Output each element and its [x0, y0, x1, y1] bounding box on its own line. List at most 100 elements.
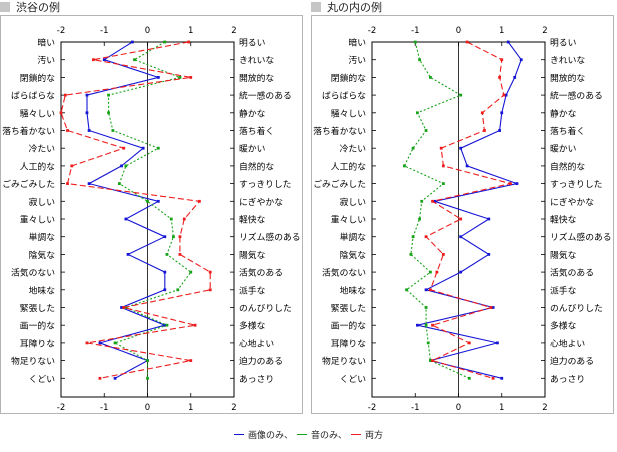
left-adjective-label: 耳障りな [331, 337, 366, 349]
point-sound [172, 235, 175, 239]
point-sound [117, 182, 121, 185]
point-image [87, 129, 91, 132]
point-image [120, 164, 123, 168]
right-adjective-label: 軽快な [550, 214, 577, 226]
right-adjective-label: のんびりした [550, 303, 603, 314]
point-sound [107, 93, 110, 97]
series-line-sound [108, 41, 192, 379]
point-both [189, 76, 193, 79]
x-tick-label: -2 [57, 26, 65, 36]
right-adjective-label: きれいな [239, 55, 274, 66]
left-adjective-label: 騒々しい [20, 108, 55, 119]
point-image [102, 58, 106, 62]
point-image [500, 111, 504, 115]
x-tick-label: -2 [368, 403, 376, 413]
point-sound [111, 129, 115, 132]
point-image [487, 217, 491, 221]
point-image [496, 341, 499, 345]
point-both [441, 164, 445, 168]
point-image [85, 93, 89, 97]
panel-title: 丸の内の例 [311, 0, 382, 15]
left-adjective-label: 閉鎖的な [20, 72, 55, 84]
right-adjective-label: 自然的な [239, 160, 274, 172]
point-both [122, 146, 126, 150]
point-both [187, 40, 190, 44]
x-tick-label: -2 [57, 403, 65, 413]
x-tick-label: -2 [368, 26, 376, 36]
point-both [431, 199, 434, 203]
point-both [66, 129, 69, 132]
panel-title-text: 丸の内の例 [327, 1, 382, 14]
right-adjective-label: 陽気な [239, 249, 266, 261]
point-both [85, 341, 89, 345]
right-adjective-label: 静かな [550, 107, 577, 119]
right-adjective-label: 迫力のある [239, 355, 283, 367]
left-adjective-label: 騒々しい [331, 108, 366, 119]
series-line-both [425, 41, 511, 379]
point-sound [416, 111, 419, 115]
panel-title-text: 渋谷の例 [16, 1, 60, 14]
point-both [502, 93, 506, 97]
left-adjective-label: 暗い [37, 37, 55, 49]
left-adjective-label: 地味な [340, 284, 367, 296]
legend-item-image: 画像のみ、 [233, 431, 293, 441]
legend-label-image: 画像のみ、 [247, 431, 293, 441]
left-adjective-label: 重々しい [331, 214, 366, 226]
point-both [59, 111, 63, 115]
point-both [178, 235, 182, 239]
legend-swatch-sound [296, 434, 307, 435]
point-image [130, 40, 134, 44]
x-tick-label: 2 [231, 403, 236, 413]
left-adjective-label: 陰気な [29, 249, 56, 261]
panel-title: 渋谷の例 [0, 0, 60, 15]
right-adjective-label: 派手な [239, 284, 266, 296]
point-image [459, 270, 463, 274]
point-image [433, 199, 437, 203]
panel-frame [0, 15, 303, 414]
left-adjective-label: 耳障りな [20, 337, 55, 349]
point-sound [405, 288, 408, 292]
point-sound [428, 270, 432, 274]
point-sound [165, 253, 169, 256]
left-adjective-label: 寂しい [340, 196, 367, 208]
right-adjective-label: にぎやかな [239, 196, 283, 208]
point-both [500, 58, 504, 62]
panel-shibuya: 渋谷の例 -2 -2 -1 -1 0 0 1 1 2 2 暗い 明るい 汚い きれいな 閉鎖的な 開放的な ばら… [0, 0, 303, 414]
point-both [66, 182, 69, 185]
point-sound [467, 376, 471, 380]
point-image [85, 111, 89, 115]
left-adjective-label: 緊張した [20, 303, 55, 314]
point-both [480, 111, 484, 115]
point-sound [426, 341, 430, 345]
point-sound [409, 253, 413, 256]
x-tick-label: 1 [188, 403, 193, 413]
series-line-both [60, 41, 211, 379]
point-sound [418, 58, 421, 62]
point-image [487, 253, 491, 256]
x-tick-label: 0 [145, 403, 150, 413]
point-image [513, 76, 517, 79]
right-adjective-label: 多様な [550, 320, 577, 332]
left-adjective-label: 物足りない [11, 355, 55, 367]
left-adjective-label: 閉鎖的な [331, 72, 366, 84]
left-adjective-label: くどい [29, 374, 56, 385]
point-both [178, 253, 182, 256]
x-tick-label: 1 [188, 26, 193, 36]
left-adjective-label: 寂しい [29, 196, 56, 208]
point-both [431, 323, 434, 327]
left-adjective-label: 緊張した [331, 303, 366, 314]
point-image [491, 306, 495, 309]
point-image [163, 235, 167, 239]
left-adjective-label: 単調な [29, 231, 56, 243]
x-tick-label: 2 [542, 403, 547, 413]
point-both [489, 306, 493, 309]
point-both [424, 235, 428, 239]
point-image [120, 306, 123, 309]
point-both [208, 270, 212, 274]
x-tick-label: 0 [145, 26, 150, 36]
point-image [519, 58, 523, 62]
point-image [500, 376, 504, 380]
x-tick-label: 0 [456, 26, 461, 36]
point-both [441, 253, 445, 256]
